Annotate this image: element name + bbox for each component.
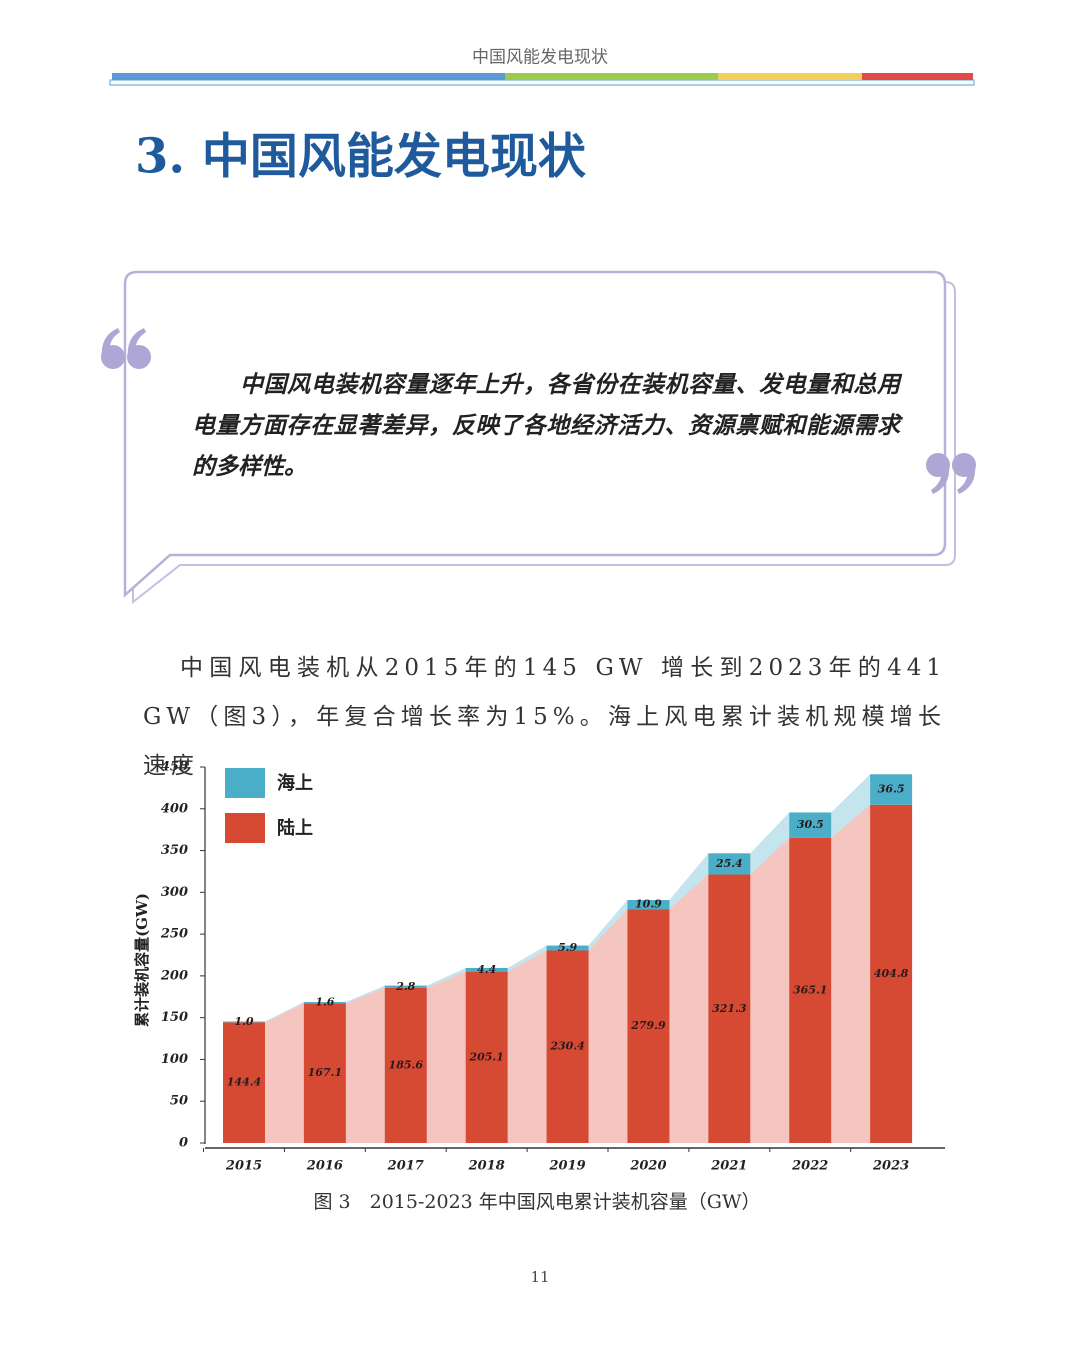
y-tick-label: 300	[161, 885, 188, 900]
bar-segment	[303, 1003, 346, 1143]
y-tick-label: 400	[161, 801, 188, 816]
bar-segment	[384, 987, 427, 1143]
bar-segment	[870, 804, 913, 1143]
bar-segment	[627, 900, 670, 910]
bar-segment	[223, 1022, 265, 1143]
x-tick-label: 2015	[225, 1159, 262, 1174]
section-title: 3. 中国风能发电现状	[135, 129, 587, 185]
page-number: 11	[530, 1268, 549, 1286]
data-label: 167.1	[308, 1066, 342, 1079]
data-label: 25.4	[715, 857, 743, 870]
x-tick-label: 2021	[710, 1159, 747, 1174]
rule-red	[862, 73, 973, 80]
x-tick-label: 2019	[548, 1159, 585, 1174]
x-tick-label: 2017	[387, 1159, 424, 1174]
onshore-area	[831, 804, 871, 1143]
rule-outline	[109, 79, 975, 86]
bar-segment	[546, 945, 589, 951]
onshore-area	[345, 987, 385, 1143]
bar-segment	[465, 967, 508, 972]
speech-bubble	[123, 270, 947, 598]
data-label: 2.8	[395, 980, 415, 993]
legend-swatch	[225, 768, 265, 798]
onshore-area	[669, 874, 709, 1143]
data-label: 279.9	[630, 1019, 666, 1032]
legend-swatch	[225, 813, 265, 843]
y-axis-title: 累计装机容量(GW)	[133, 893, 151, 1027]
x-tick-label: 2020	[629, 1159, 666, 1174]
data-label: 30.5	[797, 818, 824, 831]
x-tick-label: 2016	[306, 1159, 343, 1174]
x-tick-label: 2022	[791, 1159, 828, 1174]
onshore-area	[265, 1003, 304, 1143]
y-tick-label: 0	[179, 1136, 188, 1151]
y-tick-label: 50	[170, 1094, 188, 1109]
data-label: 365.1	[793, 983, 827, 996]
y-tick-label: 100	[161, 1052, 188, 1067]
y-tick-label: 350	[161, 843, 188, 858]
data-label: 1.6	[315, 996, 334, 1009]
data-label: 205.1	[468, 1050, 503, 1063]
onshore-area	[507, 950, 547, 1143]
figure-caption: 图 3 2015-2023 年中国风电累计装机容量（GW）	[313, 1191, 760, 1213]
bar-segment	[465, 971, 508, 1143]
data-label: 230.4	[549, 1040, 584, 1053]
data-label: 10.9	[635, 898, 662, 911]
y-tick-label: 200	[160, 968, 188, 983]
legend-label: 陆上	[277, 817, 313, 839]
bar-segment	[789, 837, 832, 1143]
open-quote-mark	[101, 328, 151, 369]
onshore-area	[750, 837, 790, 1143]
onshore-area	[588, 909, 628, 1143]
data-label: 144.4	[227, 1076, 261, 1089]
data-label: 404.8	[874, 967, 909, 980]
running-title: 中国风能发电现状	[472, 48, 608, 68]
bar-segment	[789, 812, 832, 838]
x-tick-label: 2018	[468, 1159, 505, 1174]
data-label: 185.6	[389, 1058, 424, 1071]
y-tick-label: 250	[160, 927, 188, 942]
rule-green	[505, 73, 718, 80]
quote-text: 中国风电装机容量逐年上升，各省份在装机容量、发电量和总用电量方面存在显著差异，反…	[192, 371, 900, 480]
rule-blue	[112, 73, 505, 80]
y-tick-label: 450	[161, 760, 188, 775]
bar-segment	[303, 1002, 346, 1004]
bar-segment	[708, 874, 751, 1143]
data-label: 36.5	[878, 783, 905, 796]
x-tick-label: 2023	[872, 1159, 909, 1174]
bar-segment	[870, 774, 913, 805]
bar-segment	[546, 950, 589, 1143]
legend-label: 海上	[277, 772, 313, 794]
data-label: 4.4	[477, 963, 496, 976]
data-label: 321.3	[712, 1002, 747, 1015]
bar-segment	[708, 853, 751, 875]
close-quote-mark	[926, 453, 976, 494]
data-label: 1.0	[234, 1015, 253, 1028]
data-label: 5.9	[558, 941, 577, 954]
body-text: 中国风电装机从2015年的145 GW 增长到2023年的441 GW（图3），…	[143, 655, 946, 779]
bar-segment	[223, 1021, 265, 1023]
onshore-area	[426, 971, 466, 1143]
bar-segment	[627, 909, 670, 1143]
rule-yellow	[718, 73, 862, 80]
bar-segment	[384, 985, 427, 988]
y-tick-label: 150	[161, 1010, 188, 1025]
